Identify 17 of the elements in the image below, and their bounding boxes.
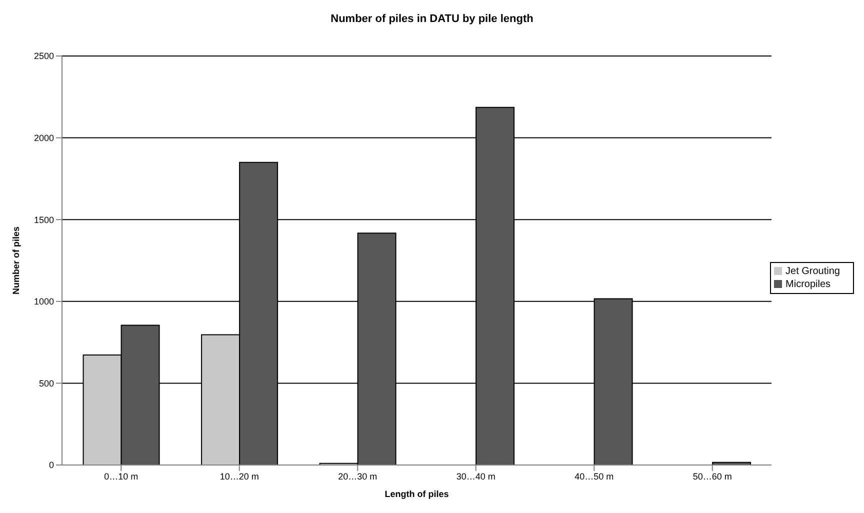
y-tick-label: 2500 <box>34 51 54 62</box>
y-tick-label: 1000 <box>34 296 54 307</box>
legend-label: Micropiles <box>786 278 831 290</box>
x-tick-label: 10…20 m <box>220 471 259 482</box>
y-tick-label: 2000 <box>34 132 54 143</box>
x-tick-label: 0…10 m <box>104 471 138 482</box>
legend-label: Jet Grouting <box>786 266 840 276</box>
x-tick-label: 30…40 m <box>456 471 496 482</box>
y-tick-label: 500 <box>38 378 54 388</box>
y-tick-label: 0 <box>48 460 54 470</box>
y-axis-title: Number of piles <box>11 226 22 295</box>
chart-title: Number of piles in DATU by pile length <box>330 12 534 27</box>
x-tick-label: 50…60 m <box>692 471 732 482</box>
x-tick-label: 40…50 m <box>574 471 614 482</box>
y-tick-label: 1500 <box>34 214 54 225</box>
x-tick-label: 20…30 m <box>338 471 378 482</box>
x-axis-title: Length of piles <box>384 489 449 499</box>
